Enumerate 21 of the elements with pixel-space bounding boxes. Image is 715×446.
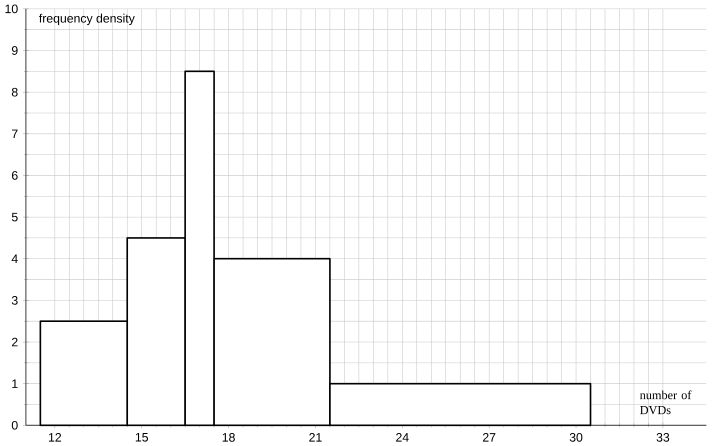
- x-axis-title: number of DVDs: [640, 390, 692, 414]
- x-tick-label: 24: [396, 432, 409, 442]
- x-tick-label: 30: [570, 432, 582, 442]
- y-tick-label: 10: [5, 4, 18, 14]
- x-tick-label: 27: [482, 432, 496, 442]
- x-tick-label: 33: [656, 432, 670, 442]
- y-tick-label: 4: [12, 254, 18, 263]
- y-tick-label: 5: [12, 212, 18, 222]
- x-tick-label: 21: [309, 432, 322, 442]
- x-tick-label: 12: [48, 432, 62, 442]
- y-tick-label: 7: [12, 129, 18, 138]
- y-tick-label: 6: [12, 170, 18, 180]
- y-tick-label: 8: [12, 88, 18, 96]
- x-tick-label: 15: [136, 432, 148, 442]
- y-tick-label: 2: [12, 338, 18, 346]
- y-tick-label: 0: [12, 420, 18, 430]
- y-tick-label: 3: [12, 296, 18, 305]
- y-tick-label: 1: [12, 379, 18, 388]
- y-tick-label: 9: [12, 46, 18, 55]
- x-tick-label: 18: [222, 432, 235, 442]
- y-axis-title: frequency density: [39, 14, 135, 25]
